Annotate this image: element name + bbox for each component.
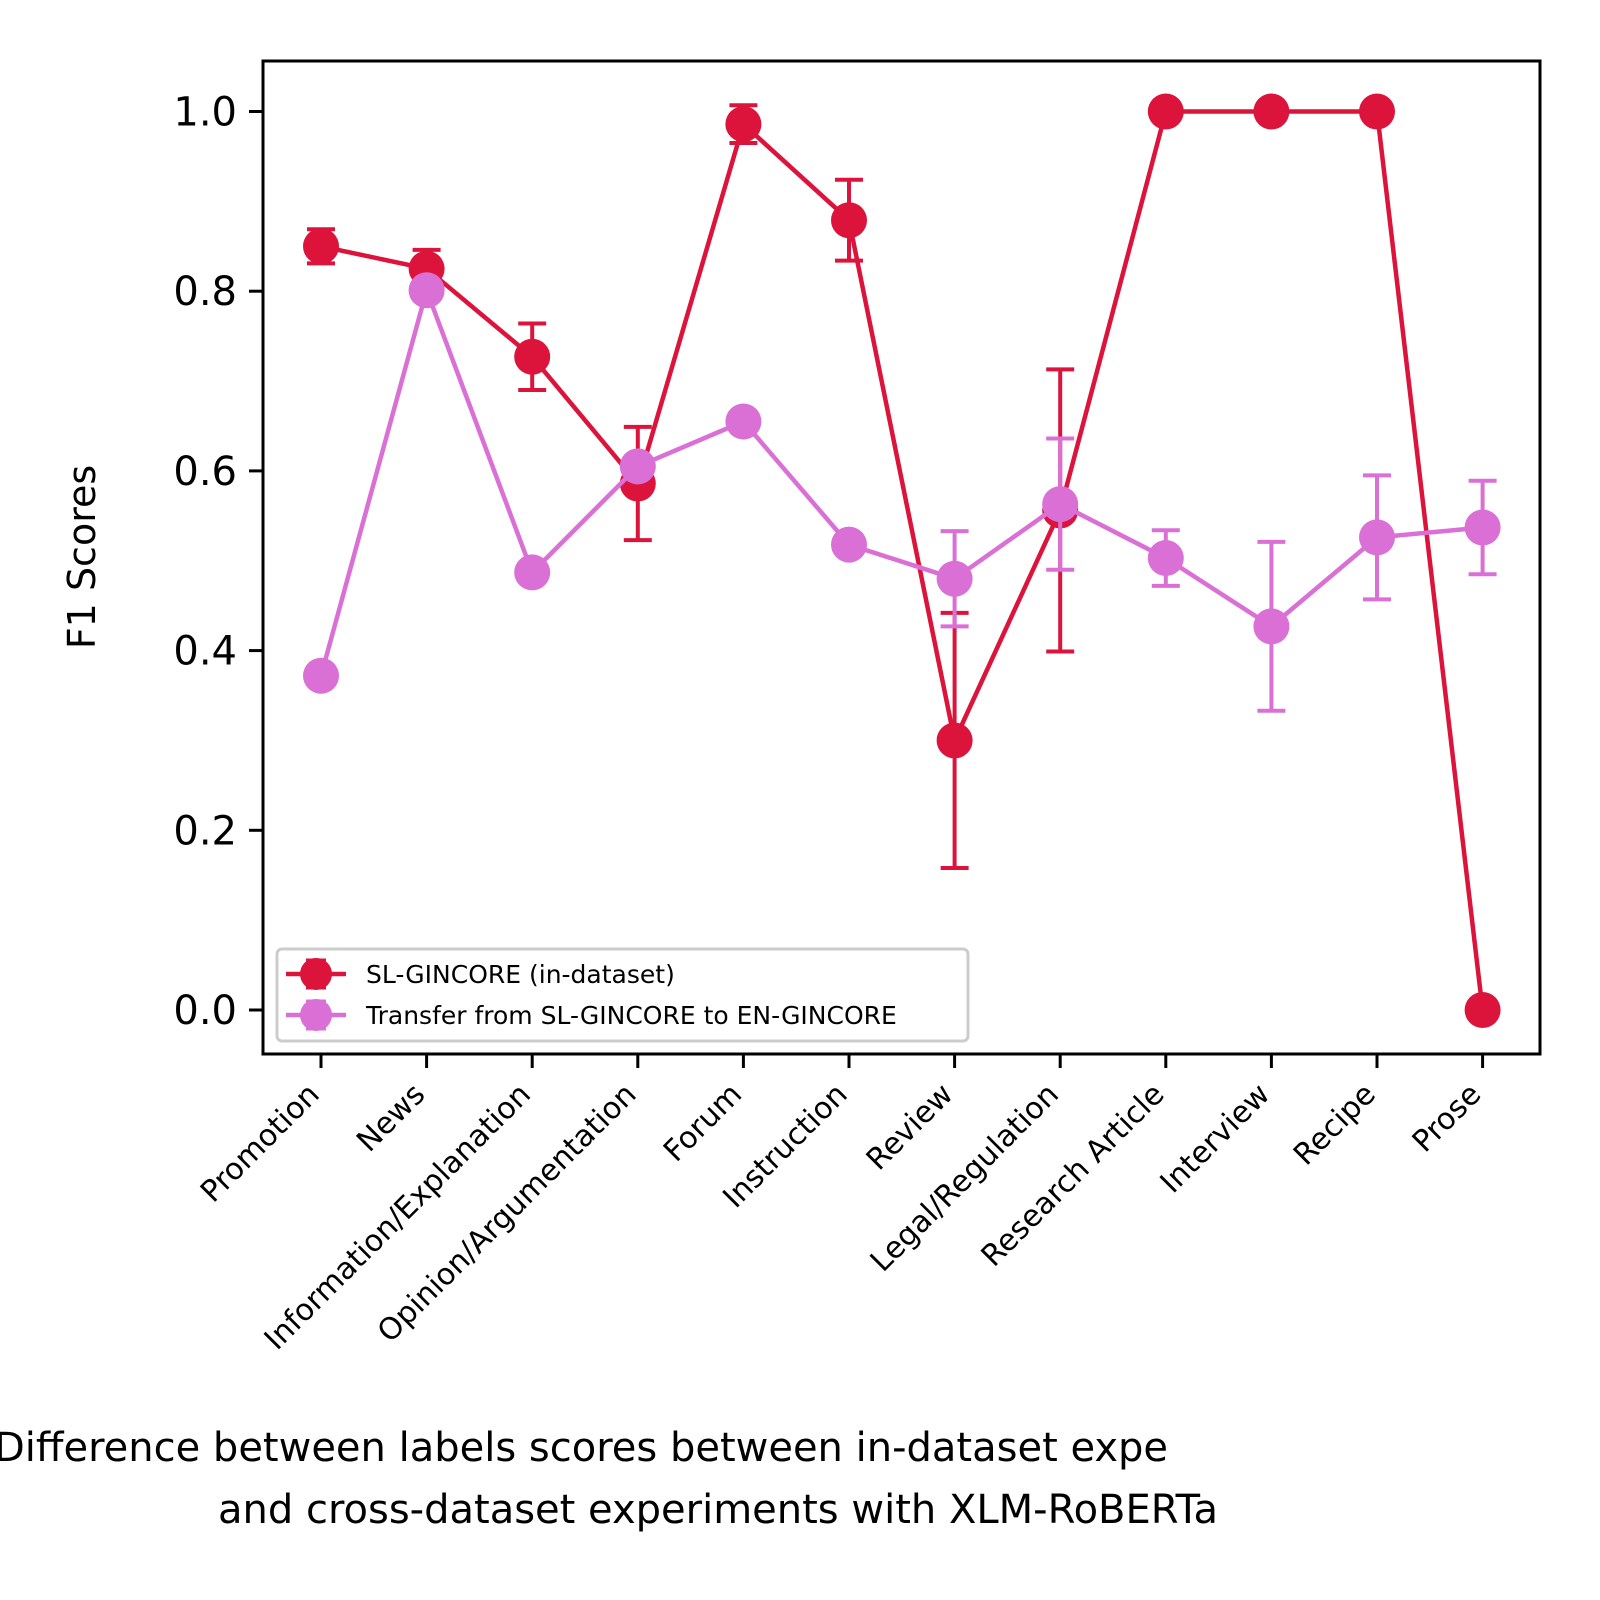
data-point xyxy=(408,272,445,309)
x-tick-label: Research Article xyxy=(975,1077,1172,1274)
x-tick-label: News xyxy=(350,1077,432,1159)
legend-entry: SL-GINCORE (in-dataset) xyxy=(286,958,675,990)
legend-marker xyxy=(300,958,332,990)
x-tick-label: Legal/Regulation xyxy=(864,1077,1066,1279)
legend-marker xyxy=(300,999,332,1031)
y-tick-label: 0.6 xyxy=(173,449,237,495)
data-point xyxy=(514,338,551,375)
data-point xyxy=(1042,486,1079,523)
x-tick-label: Recipe xyxy=(1287,1077,1383,1173)
data-point xyxy=(1147,93,1184,130)
y-tick-label: 0.4 xyxy=(173,629,237,675)
data-point xyxy=(303,657,339,694)
data-point xyxy=(514,554,551,591)
data-point xyxy=(936,560,973,597)
data-point xyxy=(1464,992,1501,1028)
series-line xyxy=(318,288,1483,677)
x-tick-label: Prose xyxy=(1406,1077,1489,1160)
legend-entry: Transfer from SL-GINCORE to EN-GINCORE xyxy=(286,999,897,1031)
data-point xyxy=(1253,608,1290,645)
x-tick-label: Forum xyxy=(657,1077,749,1169)
x-tick-label: Interview xyxy=(1154,1077,1277,1200)
data-point xyxy=(1359,519,1395,556)
legend-label: Transfer from SL-GINCORE to EN-GINCORE xyxy=(365,1001,897,1030)
data-point xyxy=(619,448,656,485)
axes-frame xyxy=(261,59,1542,1056)
data-point xyxy=(1253,93,1290,130)
y-axis-label: F1 Scores xyxy=(60,465,104,649)
series-2 xyxy=(303,272,1501,713)
plot-area xyxy=(303,93,1501,1028)
y-tick-label: 0.2 xyxy=(173,808,237,854)
data-point xyxy=(1464,509,1501,546)
data-point xyxy=(831,526,867,563)
data-point xyxy=(1147,540,1184,577)
data-point xyxy=(725,403,762,440)
y-tick-label: 0.0 xyxy=(173,988,237,1034)
x-tick-label: Review xyxy=(860,1077,960,1177)
data-point xyxy=(303,228,339,265)
y-tick-label: 1.0 xyxy=(173,90,237,136)
data-point xyxy=(936,722,973,759)
data-point xyxy=(831,202,867,239)
data-point xyxy=(1359,93,1395,130)
x-tick-label: Promotion xyxy=(194,1077,327,1210)
y-tick-label: 0.8 xyxy=(173,269,237,315)
x-axis-label-line-1: Difference between labels scores between… xyxy=(0,1425,1168,1471)
legend-label: SL-GINCORE (in-dataset) xyxy=(366,960,675,989)
legend: SL-GINCORE (in-dataset) Transfer from SL-… xyxy=(275,947,970,1043)
data-point xyxy=(725,106,762,143)
legend-box xyxy=(275,947,970,1043)
x-axis-label-line-2: and cross-dataset experiments with XLM-R… xyxy=(218,1487,1218,1533)
